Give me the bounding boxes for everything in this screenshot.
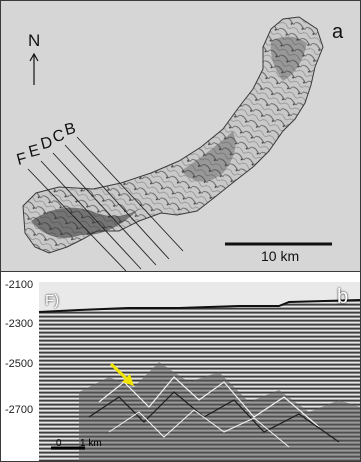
y-tick: -2500 <box>5 358 34 370</box>
profile-title: F) <box>45 292 60 309</box>
north-label: N <box>28 31 41 50</box>
panel-b-letter: b <box>337 286 349 308</box>
panel-b-seismic: -2100 -2300 -2500 -2700 <box>1 272 360 461</box>
y-tick: -2100 <box>5 279 34 291</box>
map-view <box>22 16 332 271</box>
profile-line-f <box>27 168 127 271</box>
profile-line-c <box>64 144 170 260</box>
seismic-image <box>39 282 360 461</box>
scale-bar-km: 1 km <box>80 438 102 449</box>
y-tick: -2300 <box>5 318 34 330</box>
panel-a-map: a N 10 km F E D C B <box>1 1 360 272</box>
y-tick: -2700 <box>5 404 34 416</box>
scale-bar-label: 10 km <box>261 248 300 264</box>
panel-a-letter: a <box>332 21 344 43</box>
profile-line-d <box>52 152 157 266</box>
profile-line-b <box>76 136 184 252</box>
scale-bar-zero: 0 <box>56 438 62 449</box>
seismic-section <box>39 282 360 461</box>
profile-line-e <box>40 160 142 270</box>
